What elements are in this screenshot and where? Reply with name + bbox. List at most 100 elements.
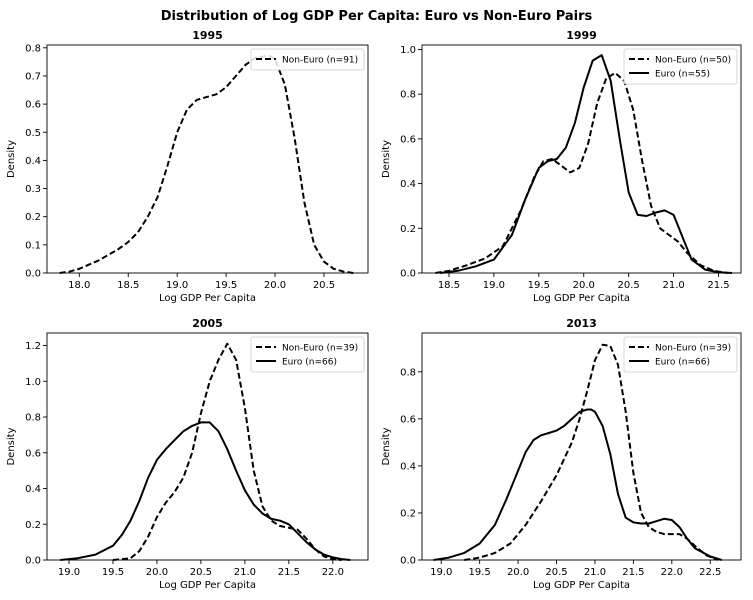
subplot-title: 1999	[566, 29, 597, 42]
x-tick-label: 20.0	[507, 567, 529, 578]
legend-entry: Non-Euro (n=39)	[282, 344, 358, 354]
legend-entry: Non-Euro (n=91)	[282, 56, 358, 66]
y-tick-label: 0.0	[400, 556, 416, 567]
legend-entry: Euro (n=55)	[655, 70, 710, 80]
x-tick-label: 22.0	[322, 567, 344, 578]
y-tick-label: 0.0	[25, 269, 41, 280]
x-axis-label: Log GDP Per Capita	[533, 580, 630, 591]
legend: Non-Euro (n=50) Euro (n=55)	[623, 48, 738, 85]
legend-entry: Euro (n=66)	[655, 358, 710, 368]
y-axis-label: Density	[6, 427, 17, 465]
y-tick-label: 0.2	[400, 224, 416, 235]
y-axis-label: Density	[6, 140, 17, 178]
x-tick-label: 18.5	[117, 280, 139, 291]
x-axis-label: Log GDP Per Capita	[159, 580, 256, 591]
y-tick-label: 1.0	[400, 45, 416, 56]
axes-frame	[46, 332, 369, 561]
legend-box	[623, 48, 738, 85]
axes-frame	[421, 332, 742, 561]
legend-box	[623, 336, 738, 373]
y-tick-label: 0.6	[25, 100, 41, 111]
series-line-non-euro	[464, 343, 719, 561]
x-tick-label: 20.5	[313, 280, 335, 291]
x-axis-label: Log GDP Per Capita	[159, 293, 256, 304]
x-tick-label: 21.0	[234, 567, 256, 578]
series-line-euro	[60, 421, 351, 561]
y-tick-label: 0.1	[25, 240, 41, 251]
series-line-euro	[439, 54, 733, 274]
y-tick-label: 0.7	[25, 71, 41, 82]
x-tick-label: 18.5	[438, 280, 460, 291]
figure-title: Distribution of Log GDP Per Capita: Euro…	[161, 9, 593, 24]
x-tick-label: 21.0	[662, 280, 684, 291]
legend-entry: Non-Euro (n=39)	[655, 344, 731, 354]
y-tick-label: 0.6	[25, 448, 41, 459]
subplot-title: 2005	[192, 317, 223, 330]
x-tick-label: 22.5	[699, 567, 721, 578]
x-tick-label: 20.0	[573, 280, 595, 291]
legend: Non-Euro (n=39) Euro (n=66)	[250, 336, 365, 373]
y-tick-label: 0.4	[25, 156, 41, 167]
x-tick-label: 19.0	[483, 280, 505, 291]
x-tick-label: 20.0	[146, 567, 168, 578]
y-axis-label: Density	[381, 140, 392, 178]
legend: Non-Euro (n=91)	[250, 48, 365, 71]
subplot-2013: 19.0 19.5 20.0 20.5 21.0 21.5 22.0 22.5 0.0 0.2 0.…	[381, 317, 742, 591]
y-tick-label: 0.0	[400, 269, 416, 280]
axes-frame	[421, 44, 742, 274]
subplot-grid: 18.0 18.5 19.0 19.5 20.0 20.5 0.0 0.1 0.2 0.3 0.4 0…	[6, 29, 742, 591]
legend: Non-Euro (n=39) Euro (n=66)	[623, 336, 738, 373]
legend-box	[250, 336, 365, 373]
x-tick-label: 19.5	[102, 567, 124, 578]
x-tick-label: 18.0	[68, 280, 90, 291]
legend-box	[250, 48, 365, 71]
y-tick-label: 0.4	[400, 461, 416, 472]
x-tick-label: 21.5	[278, 567, 300, 578]
x-tick-label: 20.5	[618, 280, 640, 291]
x-tick-label: 19.5	[528, 280, 550, 291]
y-axis-label: Density	[381, 427, 392, 465]
series-line-non-euro	[435, 71, 728, 274]
subplot-1999: 18.5 19.0 19.5 20.0 20.5 21.0 21.5 0.0 0.2 0.4 0.6…	[381, 29, 742, 304]
x-axis-label: Log GDP Per Capita	[533, 293, 630, 304]
x-tick-label: 20.5	[545, 567, 567, 578]
subplot-1995: 18.0 18.5 19.0 19.5 20.0 20.5 0.0 0.1 0.2 0.3 0.4 0…	[6, 29, 369, 304]
y-tick-label: 0.8	[25, 413, 41, 424]
series-line-non-euro	[112, 342, 342, 561]
legend-entry: Euro (n=66)	[282, 358, 337, 368]
series-line-euro	[433, 408, 723, 561]
axes-frame	[46, 44, 369, 274]
y-tick-label: 0.5	[25, 128, 41, 139]
y-tick-label: 0.0	[25, 556, 41, 567]
series-line-non-euro	[59, 55, 354, 274]
x-tick-label: 20.5	[190, 567, 212, 578]
x-tick-label: 19.5	[469, 567, 491, 578]
y-tick-label: 0.6	[400, 134, 416, 145]
y-tick-label: 0.8	[25, 43, 41, 54]
x-tick-label: 19.0	[58, 567, 80, 578]
x-tick-label: 22.0	[661, 567, 683, 578]
x-tick-label: 20.0	[264, 280, 286, 291]
y-tick-label: 0.6	[400, 414, 416, 425]
y-tick-label: 0.8	[400, 90, 416, 101]
y-tick-label: 0.4	[25, 484, 41, 495]
subplot-title: 2013	[566, 317, 597, 330]
y-tick-label: 0.8	[400, 367, 416, 378]
y-tick-label: 0.2	[25, 520, 41, 531]
x-tick-label: 19.5	[215, 280, 237, 291]
y-tick-label: 1.2	[25, 341, 41, 352]
y-tick-label: 0.3	[25, 184, 41, 195]
x-tick-label: 19.0	[430, 567, 452, 578]
subplot-title: 1995	[192, 29, 223, 42]
y-tick-label: 0.2	[25, 212, 41, 223]
y-tick-label: 0.2	[400, 508, 416, 519]
x-tick-label: 21.0	[584, 567, 606, 578]
x-tick-label: 21.5	[707, 280, 729, 291]
subplot-2005: 19.0 19.5 20.0 20.5 21.0 21.5 22.0 0.0 0.2 0.4 0.6…	[6, 317, 369, 591]
y-tick-label: 1.0	[25, 377, 41, 388]
x-tick-label: 19.0	[166, 280, 188, 291]
x-tick-label: 21.5	[622, 567, 644, 578]
y-tick-label: 0.4	[400, 179, 416, 190]
legend-entry: Non-Euro (n=50)	[655, 56, 731, 66]
